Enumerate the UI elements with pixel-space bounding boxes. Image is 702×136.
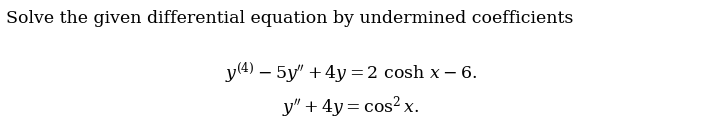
Text: $y^{(4)} - 5y'' + 4y = 2\ \mathrm{cosh}\ x - 6.$: $y^{(4)} - 5y'' + 4y = 2\ \mathrm{cosh}\…: [225, 61, 477, 86]
Text: Solve the given differential equation by undermined coefficients: Solve the given differential equation by…: [6, 10, 573, 27]
Text: $y'' + 4y = \cos^2 x.$: $y'' + 4y = \cos^2 x.$: [282, 94, 420, 120]
